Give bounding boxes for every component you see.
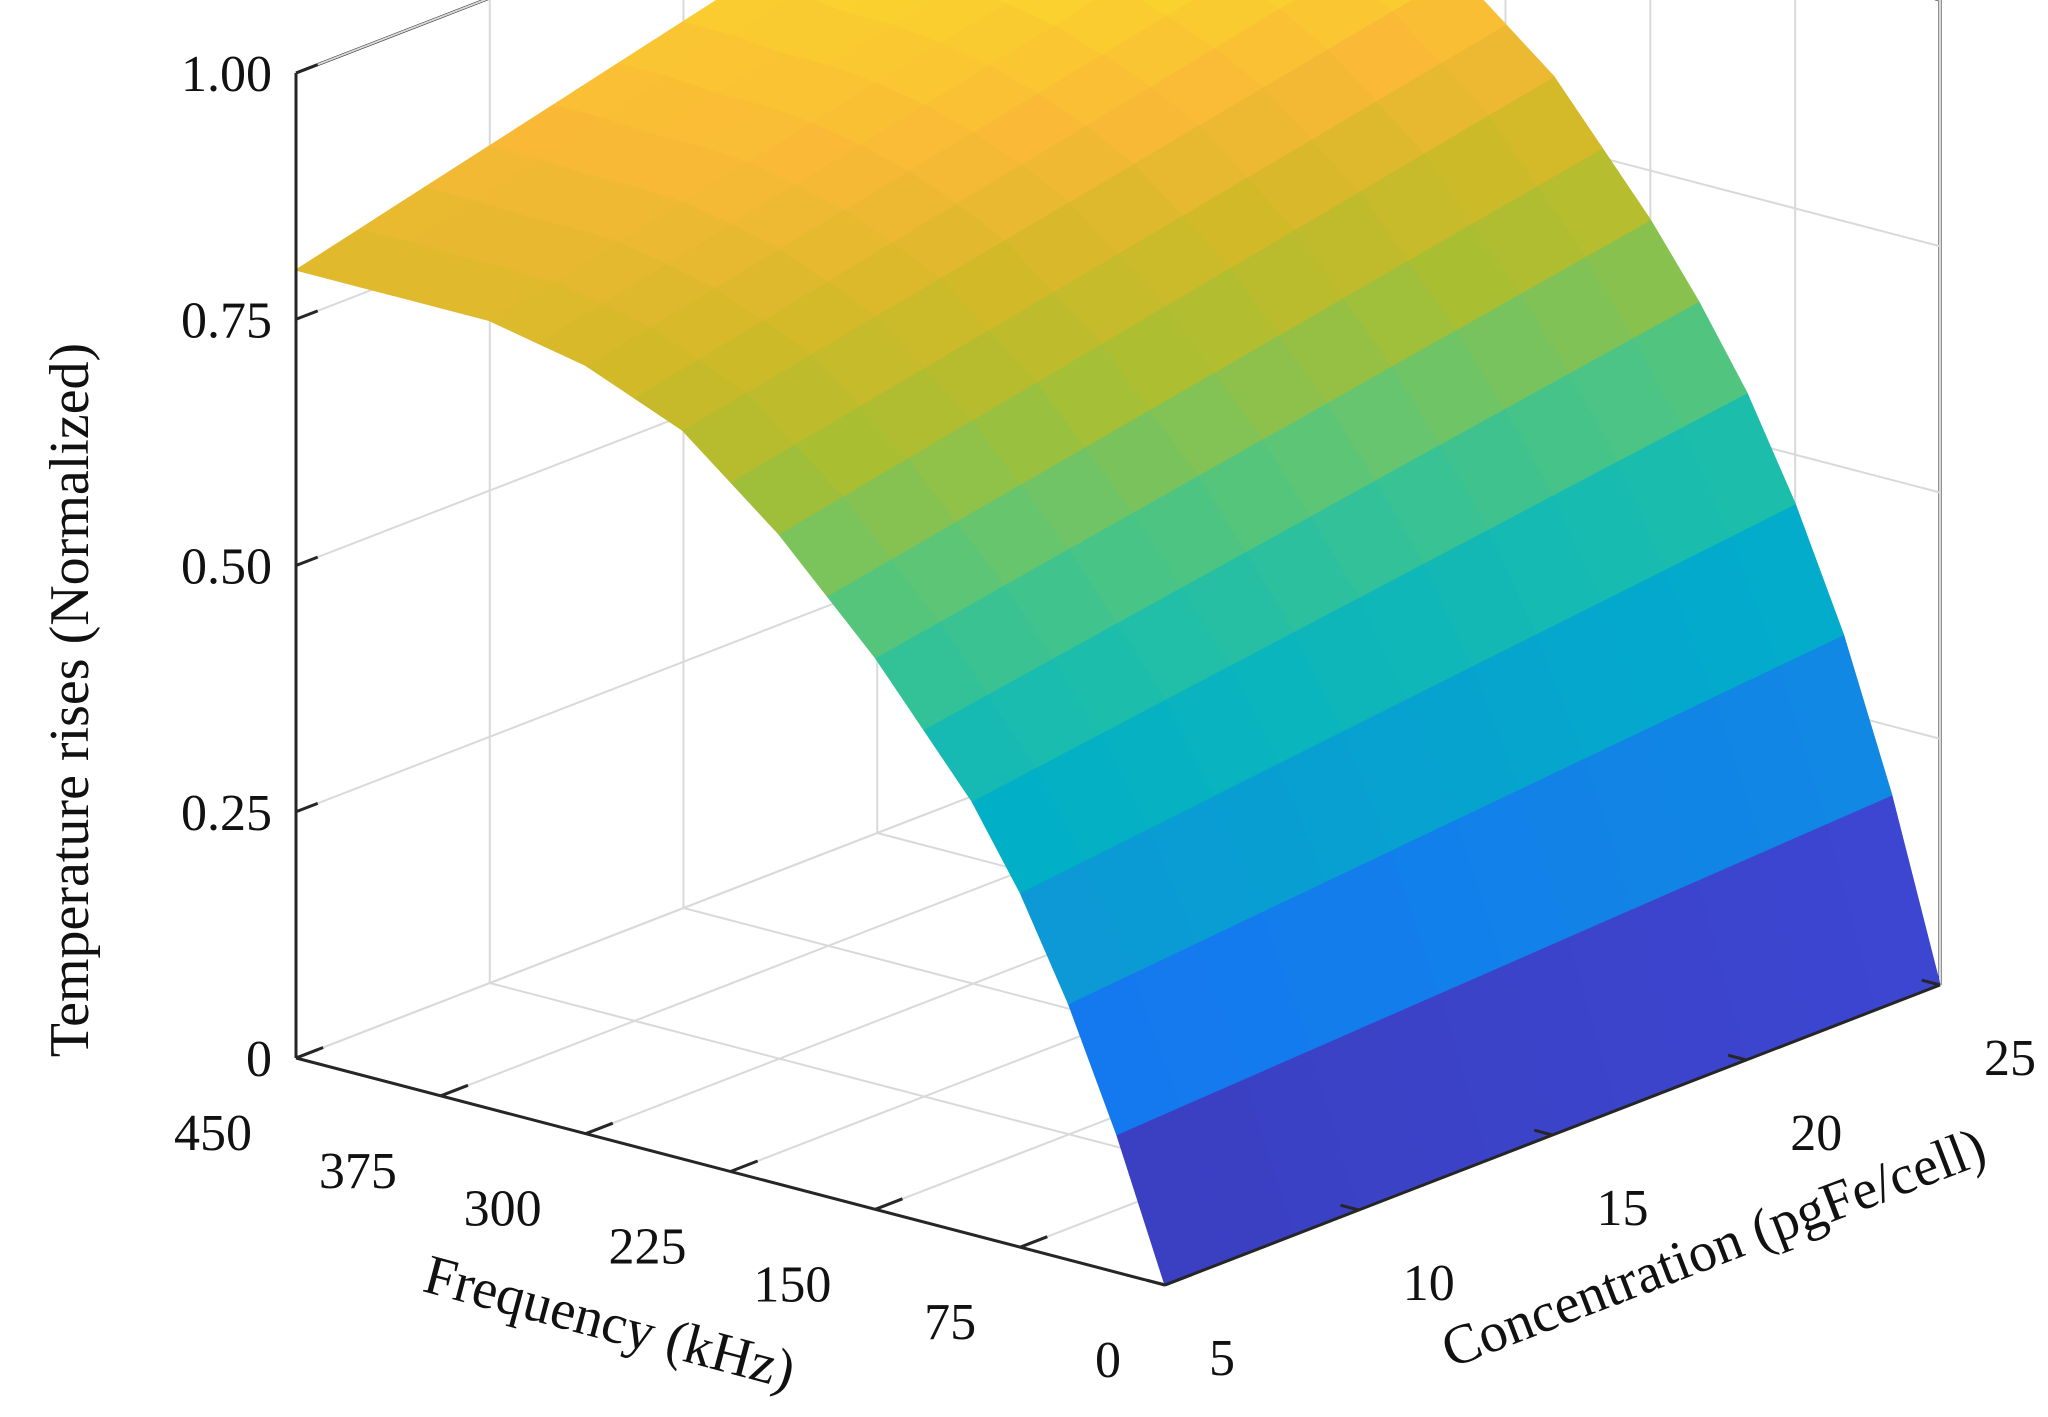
grid-wall-z-left	[295, 757, 1072, 1059]
frequency-tick-label: 150	[753, 1256, 831, 1313]
z-tick-mark	[295, 801, 319, 814]
z-tick-mark	[295, 309, 319, 321]
z-tick-mark	[295, 555, 319, 567]
frequency-tick-mark	[874, 1197, 903, 1211]
frequency-tick-mark	[1019, 1235, 1048, 1249]
surface-patch	[682, 0, 787, 35]
frequency-tick-mark	[1164, 1273, 1193, 1287]
frequency-tick-label: 75	[924, 1294, 976, 1351]
surface-patch	[1266, 0, 1295, 9]
frequency-tick-mark	[440, 1083, 469, 1098]
surface-patch	[1053, 0, 1168, 55]
z-tick-mark	[295, 63, 319, 75]
z-tick-label: 0.25	[181, 785, 272, 842]
concentration-tick-mark	[1921, 978, 1941, 987]
concentration-tick-mark	[1533, 1128, 1553, 1137]
concentration-tick-label: 10	[1403, 1255, 1455, 1312]
surface-patch	[813, 0, 864, 12]
z-tick-label: 0	[246, 1031, 272, 1088]
z-axis-title: Temperature rises (Normalized)	[39, 343, 101, 1057]
frequency-tick-label: 225	[609, 1219, 687, 1276]
concentration-tick-label: 25	[1984, 1030, 2036, 1087]
z-tick-label: 0.50	[181, 539, 272, 596]
surface-patch	[1141, 0, 1193, 16]
concentration-tick-label: 15	[1597, 1180, 1649, 1237]
frequency-tick-mark	[729, 1159, 759, 1173]
grid-wall-z-left	[295, 0, 488, 74]
concentration-tick-mark	[1727, 1053, 1747, 1062]
frequency-tick-label: 0	[1095, 1332, 1121, 1389]
surface-patch	[1392, 0, 1507, 64]
surface-patch	[892, 0, 1007, 43]
surface-patch	[731, 0, 846, 53]
surface-patch	[1379, 0, 1412, 12]
surface-patch	[844, 0, 932, 25]
frequency-tick-label: 375	[319, 1143, 397, 1200]
concentration-tick-mark	[1340, 1203, 1360, 1212]
surface	[295, 0, 1941, 1286]
concentration-tick-label: 20	[1790, 1105, 1842, 1162]
frequency-tick-label: 300	[464, 1181, 542, 1238]
concentration-tick-mark	[1146, 1278, 1166, 1287]
z-tick-mark	[295, 1048, 319, 1060]
frequency-tick-label: 450	[174, 1105, 252, 1162]
frequency-tick-mark	[585, 1121, 614, 1136]
surface-patch	[1279, 0, 1394, 50]
concentration-tick-label: 5	[1209, 1330, 1235, 1387]
surface-patch	[1005, 0, 1096, 26]
z-tick-label: 1.00	[181, 46, 272, 103]
tick-marks	[295, 63, 1941, 1287]
tick-labels: 0 75 150 225 300 375 450 5 10 15 20 25 0 0.25 0.50 0.75…	[174, 46, 2036, 1389]
z-tick-label: 0.75	[181, 292, 272, 349]
surface-patch	[1166, 0, 1281, 48]
y-axis-title: Concentration (pgFe/cell)	[1433, 1116, 1994, 1381]
surface-patch	[998, 0, 1011, 3]
